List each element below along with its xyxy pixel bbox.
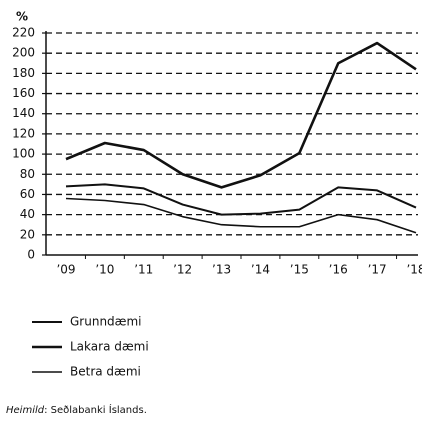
source-text: : Seðlabanki Íslands.: [44, 403, 147, 416]
y-tick-label: 160: [12, 86, 35, 100]
legend-label: Betra dæmi: [70, 365, 141, 379]
y-tick-label: 200: [12, 46, 35, 60]
y-tick-label: 140: [12, 106, 35, 120]
source: Heimild: Seðlabanki Íslands.: [6, 403, 147, 416]
y-tick-label: 80: [20, 167, 35, 181]
y-tick-label: 60: [20, 187, 35, 201]
legend-label: Grunndæmi: [70, 315, 141, 329]
y-tick-label: 40: [20, 207, 35, 221]
y-axis-label: %: [16, 10, 28, 24]
x-tick-label: ’18: [406, 263, 422, 277]
x-tick-label: ’12: [173, 263, 192, 277]
series-line: [65, 41, 417, 189]
x-tick-label: ’10: [95, 263, 114, 277]
y-tick-label: 20: [20, 227, 35, 241]
x-tick-label: ’11: [134, 263, 153, 277]
x-tick-label: ’09: [56, 263, 75, 277]
x-tick-label: ’17: [368, 263, 387, 277]
x-tick-label: ’13: [212, 263, 231, 277]
legend-label: Lakara dæmi: [70, 340, 149, 354]
y-tick-label: 120: [12, 126, 35, 140]
series-line: [65, 183, 417, 216]
source-label: Heimild: [6, 405, 45, 416]
x-tick-label: ’15: [290, 263, 309, 277]
y-tick-label: 220: [12, 26, 35, 40]
x-tick-label: ’16: [329, 263, 348, 277]
series-line: [65, 197, 417, 234]
x-tick-label: ’14: [251, 263, 270, 277]
y-tick-label: 180: [12, 66, 35, 80]
y-tick-label: 100: [12, 147, 35, 161]
y-tick-label: 0: [27, 248, 35, 262]
